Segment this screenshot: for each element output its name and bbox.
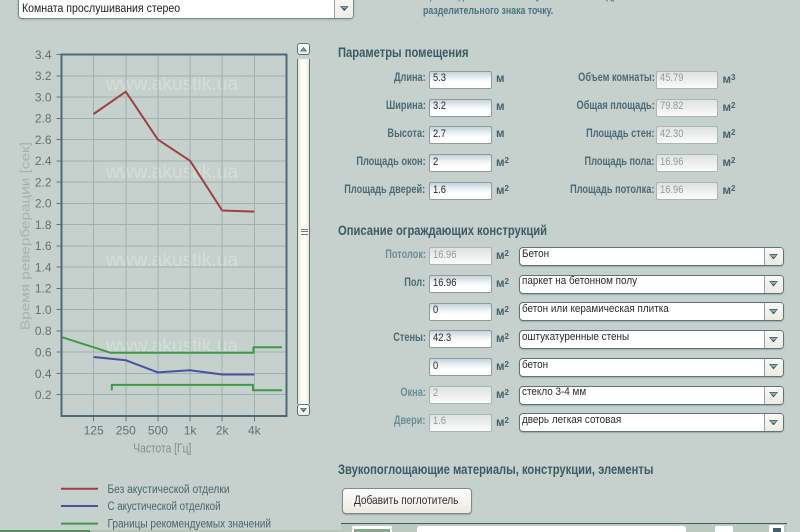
svg-text:www.akustik.ua: www.akustik.ua	[105, 161, 238, 183]
svg-text:1.2: 1.2	[35, 282, 52, 296]
svg-text:1.8: 1.8	[35, 218, 52, 232]
svg-text:125: 125	[84, 424, 104, 438]
svg-text:www.akustik.ua: www.akustik.ua	[105, 335, 238, 357]
svg-text:0.8: 0.8	[35, 324, 52, 338]
svg-text:250: 250	[116, 424, 136, 438]
svg-text:www.akustik.ua: www.akustik.ua	[105, 249, 238, 271]
svg-text:Границы рекомендуемых значений: Границы рекомендуемых значений	[108, 519, 272, 531]
svg-text:Частота [Гц]: Частота [Гц]	[133, 442, 191, 456]
svg-text:Без акустической отделки: Без акустической отделки	[108, 484, 230, 496]
svg-text:3.2: 3.2	[35, 69, 52, 83]
svg-text:Время реверберации [сек]: Время реверберации [сек]	[19, 142, 33, 330]
svg-text:2.6: 2.6	[35, 133, 52, 147]
svg-text:0.6: 0.6	[35, 346, 52, 360]
svg-text:1.6: 1.6	[35, 239, 52, 253]
svg-text:2.4: 2.4	[35, 154, 52, 168]
svg-text:1.4: 1.4	[35, 260, 52, 274]
svg-text:3.4: 3.4	[35, 48, 52, 62]
svg-text:0.4: 0.4	[35, 367, 52, 381]
svg-text:2k: 2k	[216, 424, 230, 438]
svg-text:www.akustik.ua: www.akustik.ua	[105, 73, 238, 95]
svg-text:4k: 4k	[248, 424, 262, 438]
svg-text:0.2: 0.2	[35, 388, 52, 402]
svg-text:С акустической отделкой: С акустической отделкой	[108, 501, 221, 513]
svg-text:500: 500	[148, 424, 168, 438]
svg-text:1k: 1k	[184, 424, 198, 438]
svg-text:2.8: 2.8	[35, 112, 52, 126]
svg-text:3.0: 3.0	[35, 90, 52, 104]
svg-text:2.2: 2.2	[35, 175, 52, 189]
svg-text:1.0: 1.0	[35, 303, 52, 317]
svg-text:2.0: 2.0	[35, 197, 52, 211]
